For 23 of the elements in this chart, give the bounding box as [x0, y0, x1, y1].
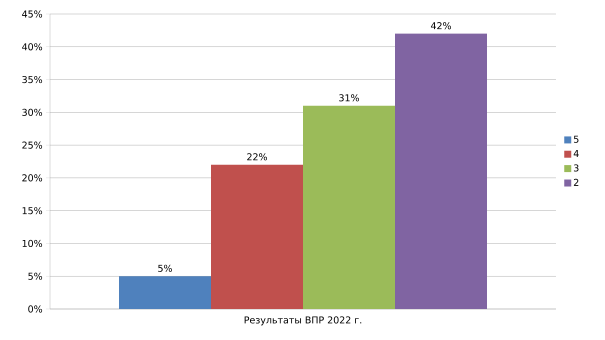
y-tick-label: 5%: [28, 272, 42, 280]
y-tick-label: 0%: [28, 305, 42, 313]
y-tick-label: 15%: [22, 207, 42, 214]
data-label: 5%: [158, 264, 172, 272]
data-label: 31%: [339, 94, 359, 102]
y-tick-label: 25%: [22, 142, 42, 149]
bar: [303, 106, 395, 309]
y-tick-label: 40%: [22, 43, 42, 50]
legend-label: 5: [574, 136, 578, 143]
y-tick-label: 10%: [22, 240, 42, 248]
bar: [118, 276, 211, 309]
legend-label: 3: [574, 164, 578, 172]
y-tick-label: 45%: [22, 10, 42, 18]
y-tick-label: 35%: [22, 76, 42, 84]
x-tick-label: Результаты ВПР 2022 г.: [244, 316, 362, 326]
legend-label: 2: [574, 178, 578, 186]
data-label: 42%: [430, 22, 451, 30]
data-label: 22%: [247, 153, 267, 160]
bar: [395, 34, 487, 309]
bar: [210, 164, 303, 309]
legend-label: 4: [574, 150, 579, 157]
y-tick-label: 20%: [22, 174, 42, 182]
y-tick-label: 30%: [22, 108, 42, 116]
